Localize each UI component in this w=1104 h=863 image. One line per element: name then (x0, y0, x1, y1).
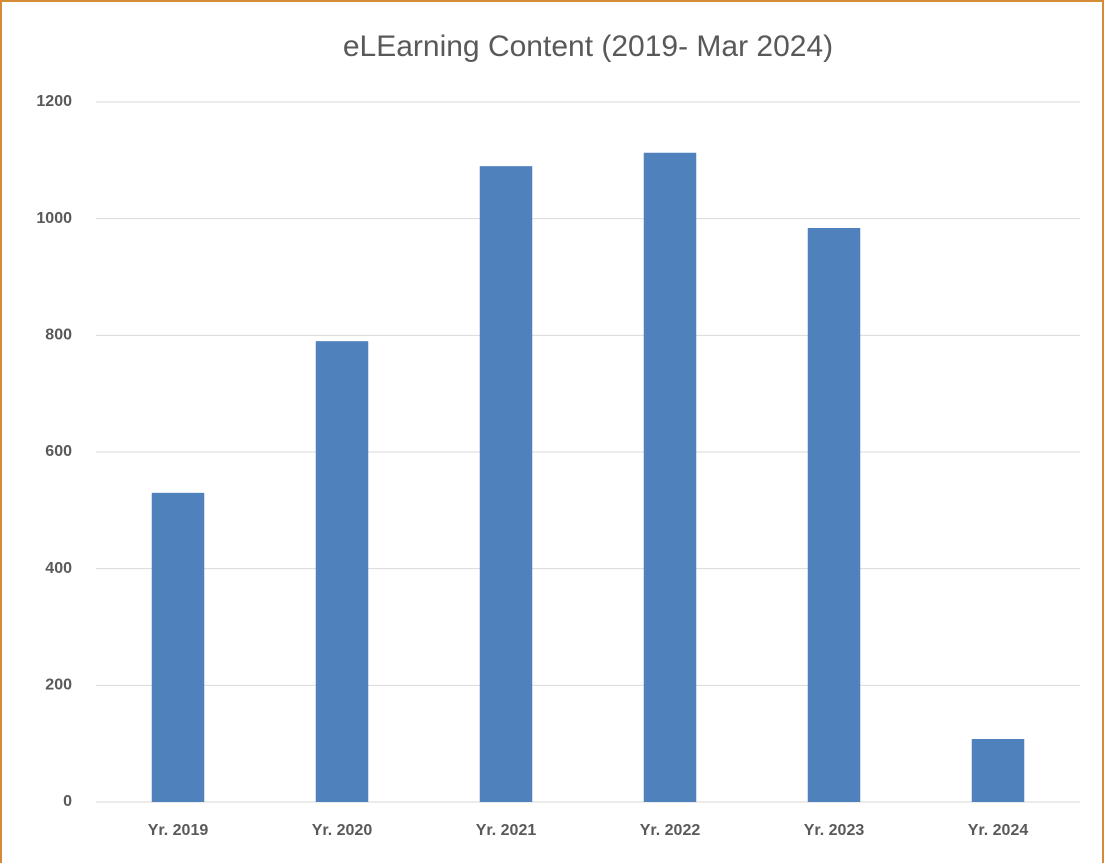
y-tick-label: 400 (45, 560, 72, 577)
bar (479, 166, 533, 802)
y-tick-label: 0 (63, 793, 72, 810)
y-tick-label: 600 (45, 443, 72, 460)
x-tick-label: Yr. 2023 (804, 822, 865, 839)
y-tick-label: 1200 (36, 93, 72, 110)
x-tick-label: Yr. 2020 (312, 822, 373, 839)
bar (151, 492, 205, 802)
x-tick-label: Yr. 2021 (476, 822, 537, 839)
bar (643, 152, 697, 802)
bar (807, 228, 861, 802)
x-tick-label: Yr. 2024 (968, 822, 1029, 839)
x-tick-label: Yr. 2019 (148, 822, 209, 839)
chart-title: eLEarning Content (2019- Mar 2024) (343, 30, 833, 63)
y-tick-label: 200 (45, 677, 72, 694)
bar (315, 341, 369, 802)
y-tick-label: 800 (45, 327, 72, 344)
x-tick-label: Yr. 2022 (640, 822, 701, 839)
bar (971, 739, 1025, 802)
y-tick-label: 1000 (36, 210, 72, 227)
